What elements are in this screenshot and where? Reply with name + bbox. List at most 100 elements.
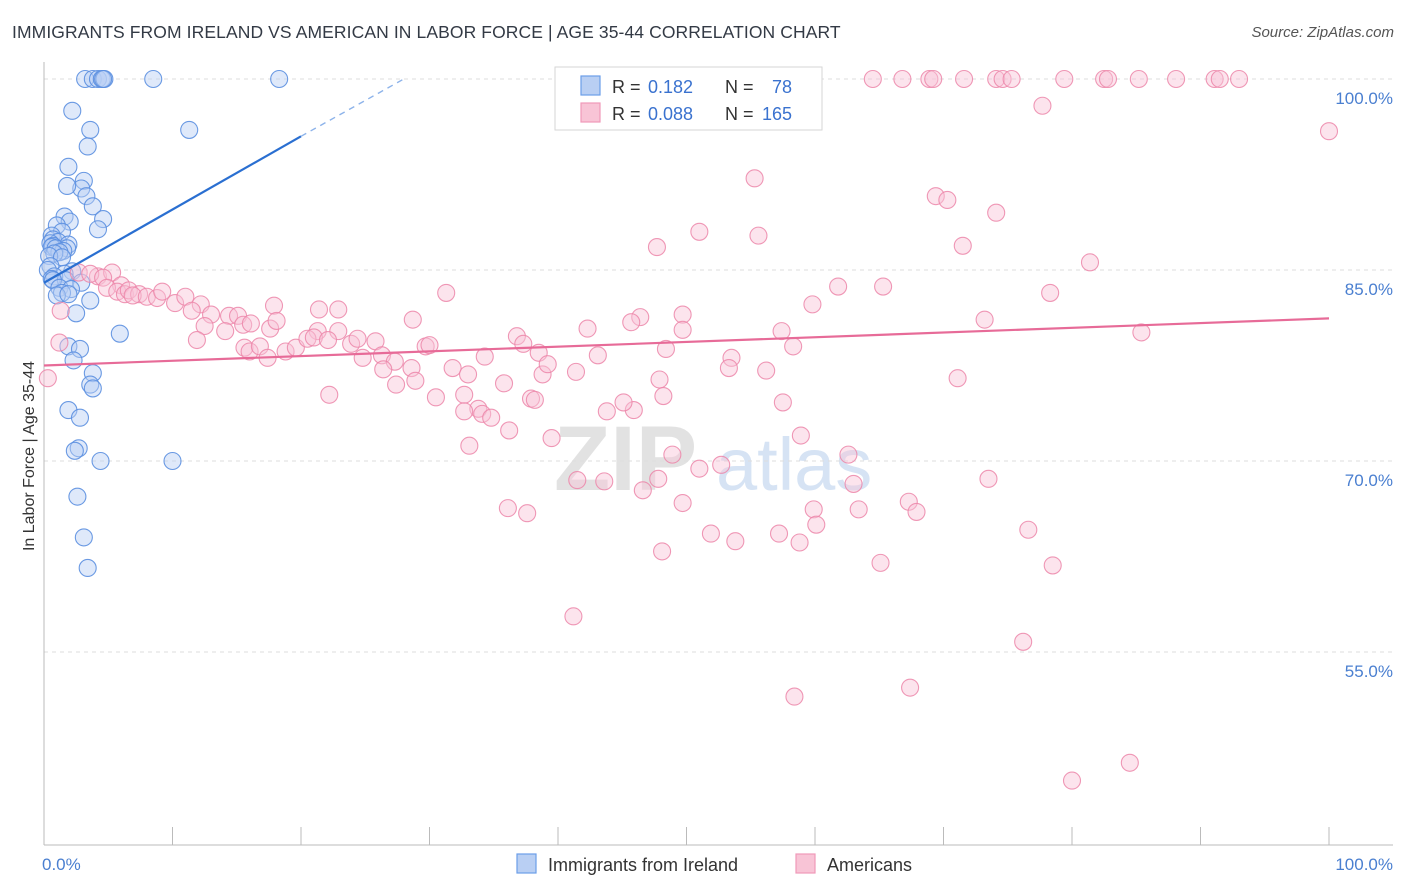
point-americans-48: [264, 296, 284, 315]
point-americans-15: [1230, 69, 1249, 89]
point-americans-137: [595, 472, 614, 491]
point-americans-154: [790, 533, 809, 552]
point-americans-54: [1041, 283, 1060, 302]
point-americans-49: [309, 300, 329, 319]
point-americans-20: [938, 190, 957, 210]
point-ireland-51: [59, 285, 78, 304]
point-americans-1: [893, 69, 912, 89]
point-americans-166: [38, 369, 57, 388]
y-tick-label-85: 85.0%: [1345, 280, 1393, 299]
point-americans-12: [1167, 69, 1186, 89]
legend-n-label-ireland: N =: [725, 77, 754, 97]
point-americans-100: [588, 346, 607, 365]
point-americans-150: [907, 502, 926, 521]
point-ireland-9: [81, 120, 100, 139]
legend-swatch-ireland: [580, 75, 601, 96]
point-americans-132: [791, 426, 810, 445]
point-americans-13: [1205, 69, 1224, 89]
point-americans-26: [1080, 253, 1100, 272]
point-americans-121: [525, 390, 544, 409]
trend-line-americans: [43, 317, 1330, 367]
point-americans-67: [329, 322, 348, 341]
y-tick-label-70: 70.0%: [1345, 471, 1393, 490]
point-americans-103: [784, 337, 803, 356]
point-americans-19: [926, 187, 945, 206]
point-americans-110: [494, 374, 514, 393]
point-americans-158: [871, 553, 890, 572]
point-americans-41: [153, 282, 172, 301]
point-americans-140: [663, 445, 682, 464]
point-americans-146: [673, 493, 692, 513]
legend-r-value-ireland: 0.182: [648, 77, 693, 97]
point-americans-74: [1132, 323, 1151, 342]
point-ireland-65: [91, 451, 110, 471]
gridlines: [44, 78, 1393, 653]
legend-n-value-americans: 165: [762, 104, 792, 124]
point-americans-84: [298, 329, 317, 348]
point-americans-50: [329, 300, 348, 319]
trend-line-ireland-extension: [300, 78, 405, 137]
point-americans-75: [50, 333, 69, 352]
point-americans-8: [1055, 69, 1074, 89]
point-americans-55: [673, 305, 692, 324]
point-americans-153: [769, 524, 789, 543]
point-americans-18: [745, 169, 764, 188]
point-americans-157: [653, 542, 672, 561]
point-americans-141: [839, 445, 858, 464]
point-ireland-17: [83, 197, 102, 216]
point-americans-127: [455, 402, 474, 421]
point-americans-159: [1043, 556, 1062, 575]
point-americans-130: [542, 429, 561, 448]
point-americans-89: [353, 348, 372, 367]
point-americans-57: [622, 313, 641, 332]
point-ireland-54: [110, 324, 129, 343]
point-americans-149: [899, 492, 918, 511]
point-americans-38: [123, 286, 142, 305]
point-americans-164: [1120, 753, 1139, 772]
point-ireland-64: [65, 441, 84, 460]
point-americans-152: [726, 532, 745, 551]
point-americans-45: [202, 305, 221, 324]
point-americans-7: [1002, 69, 1021, 89]
point-ireland-10: [180, 120, 199, 139]
point-americans-2: [920, 69, 939, 89]
point-ireland-11: [78, 137, 97, 156]
point-americans-65: [267, 311, 286, 330]
point-americans-98: [514, 334, 533, 353]
point-americans-95: [420, 336, 439, 355]
y-tick-label-100: 100.0%: [1335, 89, 1393, 108]
point-americans-96: [443, 358, 462, 378]
point-americans-155: [807, 515, 826, 534]
point-ireland-57: [64, 351, 83, 370]
trend-lines: [43, 78, 1330, 367]
point-americans-143: [979, 469, 998, 488]
point-americans-53: [874, 277, 893, 296]
point-americans-88: [348, 329, 367, 348]
point-americans-162: [901, 678, 920, 697]
point-americans-97: [475, 347, 494, 366]
point-americans-69: [507, 327, 526, 346]
point-americans-147: [804, 500, 823, 519]
point-ireland-12: [59, 157, 78, 176]
point-ireland-68: [74, 528, 93, 547]
point-americans-134: [712, 455, 731, 474]
point-americans-112: [538, 355, 557, 374]
point-americans-63: [241, 314, 260, 333]
point-americans-105: [387, 375, 406, 394]
point-americans-14: [1210, 69, 1229, 89]
point-americans-108: [455, 385, 474, 404]
point-ireland-60: [83, 379, 102, 398]
point-ireland-6: [144, 69, 163, 89]
legend-bottom-label-ireland: Immigrants from Ireland: [548, 855, 738, 875]
point-americans-31: [94, 268, 113, 287]
legend-r-label-americans: R =: [612, 104, 641, 124]
legend-series: Immigrants from Ireland Americans: [516, 853, 912, 875]
point-americans-101: [656, 339, 675, 358]
point-americans-138: [633, 481, 652, 500]
legend-stats: R = 0.182 N = 78 R = 0.088 N = 165: [554, 66, 823, 131]
source-label: Source: ZipAtlas.com: [1251, 24, 1394, 41]
y-axis-label: In Labor Force | Age 35-44: [21, 361, 38, 551]
x-tick-label-max: 100.0%: [1335, 855, 1393, 874]
point-americans-160: [564, 607, 583, 626]
point-americans-86: [318, 330, 338, 350]
